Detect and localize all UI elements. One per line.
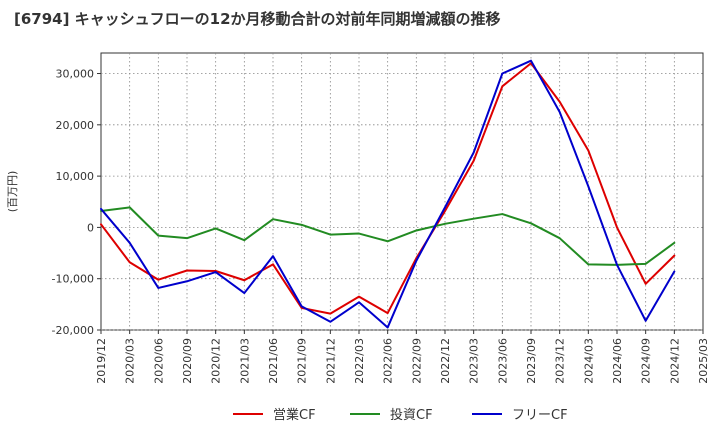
data-series <box>100 59 676 329</box>
legend: 営業CF 投資CF フリーCF <box>233 407 568 423</box>
x-axis-ticks: 2019/12 2020/03 2020/06 2020/09 2020/12 2021/… <box>95 330 710 384</box>
legend-item: 営業CF <box>233 407 316 423</box>
series-line <box>100 59 676 329</box>
y-tick-label: -10,000 <box>52 273 94 286</box>
x-tick-label: 2024/03 <box>582 338 595 384</box>
legend-item: 投資CF <box>350 407 433 423</box>
x-tick-label: 2024/09 <box>640 338 653 384</box>
x-tick-label: 2023/06 <box>496 338 509 384</box>
y-tick-label: 30,000 <box>56 68 95 81</box>
y-axis-label: (百万円) <box>6 171 19 213</box>
legend-label: 営業CF <box>273 407 316 423</box>
x-tick-label: 2020/09 <box>181 338 194 384</box>
x-tick-label: 2022/03 <box>353 338 366 384</box>
legend-label: 投資CF <box>390 407 433 423</box>
x-tick-label: 2022/06 <box>382 338 395 384</box>
series-line <box>100 206 676 266</box>
chart-title: [6794] キャッシュフローの12か月移動合計の対前年同期増減額の推移 <box>14 10 501 28</box>
x-tick-label: 2023/12 <box>554 338 567 384</box>
x-tick-label: 2020/06 <box>152 338 165 384</box>
y-axis-ticks: -20,000 -10,000 0 10,000 20,000 30,000 <box>52 68 101 337</box>
plot-frame <box>100 52 704 331</box>
y-tick-label: 10,000 <box>56 170 95 183</box>
x-tick-label: 2021/09 <box>296 338 309 384</box>
x-tick-label: 2021/06 <box>267 338 280 384</box>
y-tick-label: 20,000 <box>56 119 95 132</box>
x-tick-label: 2020/12 <box>210 338 223 384</box>
x-tick-label: 2023/09 <box>525 338 538 384</box>
y-tick-label: 0 <box>87 221 94 234</box>
x-tick-label: 2025/03 <box>697 338 710 384</box>
x-tick-label: 2023/03 <box>468 338 481 384</box>
series-line <box>100 62 676 315</box>
x-tick-label: 2024/12 <box>668 338 681 384</box>
grid-lines <box>101 53 703 331</box>
x-tick-label: 2021/12 <box>324 338 337 384</box>
y-tick-label: -20,000 <box>52 324 94 337</box>
plot-area <box>100 52 704 331</box>
x-tick-label: 2019/12 <box>95 338 108 384</box>
x-tick-label: 2022/12 <box>439 338 452 384</box>
x-tick-label: 2020/03 <box>124 338 137 384</box>
x-tick-label: 2024/06 <box>611 338 624 384</box>
x-tick-label: 2022/09 <box>410 338 423 384</box>
legend-label: フリーCF <box>512 408 568 423</box>
x-tick-label: 2021/03 <box>238 338 251 384</box>
legend-item: フリーCF <box>472 408 568 423</box>
